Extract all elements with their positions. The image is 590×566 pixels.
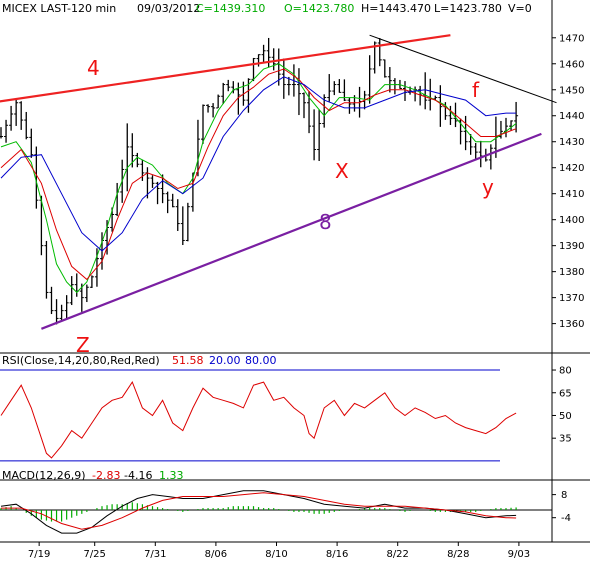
header-symbol: MICEX LAST-120 min	[2, 2, 116, 15]
trendline-8	[41, 132, 542, 330]
macd-ytick-label: 8	[561, 490, 567, 501]
rsi-panel	[0, 369, 517, 462]
price-panel	[0, 34, 557, 330]
rsi-ytick-label: 80	[559, 366, 572, 377]
date-label: 8/22	[386, 549, 408, 560]
date-label: 8/06	[205, 549, 227, 560]
price-ytick-label: 1380	[559, 267, 584, 278]
macd-title: MACD(12,26,9)	[2, 469, 86, 482]
price-ytick-label: 1440	[559, 111, 584, 122]
rsi-line	[0, 381, 517, 459]
trendline-resistance	[369, 34, 557, 104]
header-volume: V=0	[508, 2, 532, 15]
rsi-ytick-label: 50	[559, 411, 572, 422]
annotation-z: Z	[76, 333, 90, 357]
date-label: 7/19	[28, 549, 50, 560]
rsi-title-text: RSI(Close,14,20,80,Red,Red) 51.58 20.00 …	[2, 354, 277, 367]
price-ytick-label: 1420	[559, 163, 584, 174]
ma-mid-line	[0, 68, 517, 281]
ma-slow-line	[0, 76, 517, 252]
header-date: 09/03/2012	[137, 2, 200, 15]
rsi-ytick-label: 65	[559, 388, 572, 399]
price-ytick-label: 1470	[559, 33, 584, 44]
header-high: H=1443.470	[361, 2, 431, 15]
trendline-4	[0, 34, 451, 103]
date-label: 7/31	[144, 549, 166, 560]
price-ytick-label: 1390	[559, 241, 584, 252]
price-ytick-label: 1400	[559, 215, 584, 226]
price-ytick-label: 1430	[559, 137, 584, 148]
annotation-8: 8	[319, 210, 332, 234]
price-ytick-label: 1410	[559, 189, 584, 200]
ma-fast-line	[0, 63, 517, 294]
annotation-x: X	[335, 159, 349, 183]
price-ytick-label: 1370	[559, 293, 584, 304]
rsi-upper-level: 80.00	[245, 354, 277, 367]
macd-hist-value: 1.33	[159, 469, 184, 482]
annotation-f: f	[472, 78, 480, 102]
header-close: C=1439.310	[196, 2, 265, 15]
annotation-4: 4	[87, 56, 100, 80]
macd-ytick-label: -4	[561, 513, 571, 524]
rsi-title: RSI(Close,14,20,80,Red,Red)	[2, 354, 160, 367]
header-text: MICEX LAST-120 min 09/03/2012 C=1439.310…	[2, 2, 532, 15]
price-ytick-label: 1360	[559, 319, 584, 330]
date-label: 9/03	[508, 549, 530, 560]
rsi-lower-level: 20.00	[209, 354, 241, 367]
date-label: 8/10	[265, 549, 287, 560]
price-ytick-label: 1450	[559, 85, 584, 96]
macd-value: -2.83	[92, 469, 120, 482]
macd-panel	[0, 490, 552, 534]
macd-signal-value: -4.16	[124, 469, 152, 482]
rsi-value: 51.58	[172, 354, 204, 367]
date-label: 8/16	[326, 549, 348, 560]
macd-signal-line	[1, 492, 517, 530]
macd-title-text: MACD(12,26,9) -2.83 -4.16 1.33	[2, 469, 184, 482]
header-open: O=1423.780	[284, 2, 354, 15]
axes-ticks: 1360 1370 1380 1390 1400 1410 1420 1430 1440 1450…	[28, 33, 585, 560]
price-ytick-label: 1460	[559, 59, 584, 70]
rsi-ytick-label: 35	[559, 434, 572, 445]
header-low: L=1423.780	[434, 2, 502, 15]
annotation-y: y	[482, 175, 494, 199]
date-label: 7/25	[83, 549, 105, 560]
date-label: 8/28	[447, 549, 469, 560]
